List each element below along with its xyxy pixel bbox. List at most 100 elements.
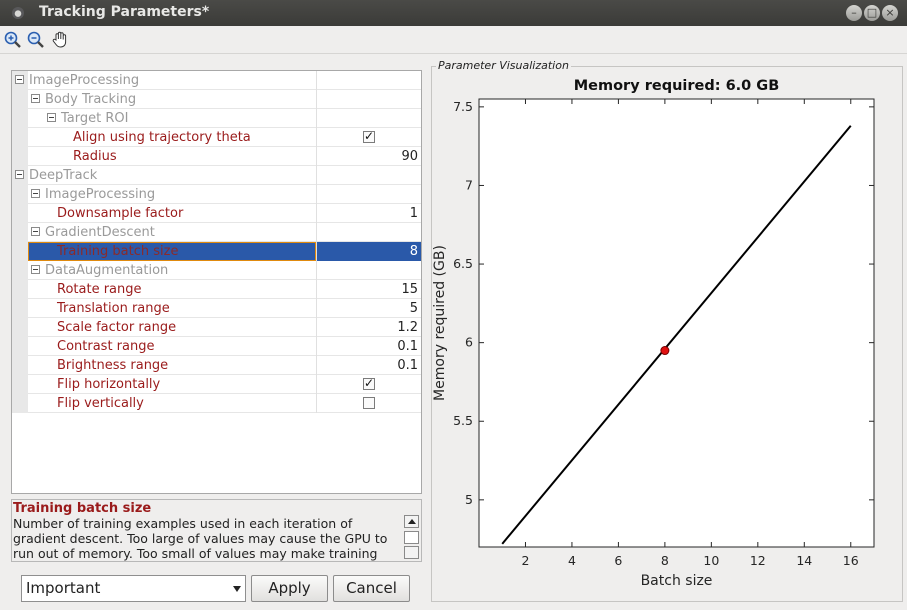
grid-property-row[interactable]: Radius 90 xyxy=(12,147,421,166)
x-tick-label: 4 xyxy=(568,553,576,568)
grid-property-row[interactable]: Flip vertically xyxy=(12,394,421,413)
grid-property-row[interactable]: Rotate range 15 xyxy=(12,280,421,299)
grid-group-row[interactable]: DeepTrack xyxy=(12,166,421,185)
collapse-icon[interactable] xyxy=(15,75,24,84)
row-gutter xyxy=(12,128,28,147)
column-divider xyxy=(316,337,317,356)
row-gutter xyxy=(12,337,28,356)
row-checkbox[interactable] xyxy=(363,397,375,409)
collapse-icon[interactable] xyxy=(47,113,56,122)
y-tick-label: 5 xyxy=(465,492,473,507)
row-label: Radius xyxy=(73,149,117,164)
row-label: Downsample factor xyxy=(57,206,184,221)
x-axis-label: Batch size xyxy=(641,573,713,589)
column-divider xyxy=(316,147,317,166)
description-title: Training batch size xyxy=(13,501,152,516)
x-tick-label: 12 xyxy=(750,553,766,568)
row-label: DataAugmentation xyxy=(45,263,169,278)
grid-property-row[interactable]: Align using trajectory theta xyxy=(12,128,421,147)
row-label: DeepTrack xyxy=(29,168,98,183)
grid-group-row[interactable]: ImageProcessing xyxy=(12,71,421,90)
panel-legend: Parameter Visualization xyxy=(436,59,571,72)
collapse-icon[interactable] xyxy=(31,227,40,236)
column-divider xyxy=(316,185,317,204)
column-divider xyxy=(316,128,317,147)
level-select[interactable]: Important xyxy=(21,575,246,602)
grid-property-row[interactable]: Translation range 5 xyxy=(12,299,421,318)
grid-property-row[interactable]: Scale factor range 1.2 xyxy=(12,318,421,337)
column-divider xyxy=(316,318,317,337)
selection-value-highlight xyxy=(317,242,421,261)
row-label: ImageProcessing xyxy=(29,73,140,88)
collapse-icon[interactable] xyxy=(31,265,40,274)
row-value[interactable]: 0.1 xyxy=(397,339,418,354)
row-label: Flip horizontally xyxy=(57,377,161,392)
grid-property-row[interactable]: Downsample factor 1 xyxy=(12,204,421,223)
row-label: GradientDescent xyxy=(45,225,155,240)
scroll-up-button[interactable] xyxy=(404,515,419,528)
x-tick-label: 16 xyxy=(843,553,859,568)
x-tick-label: 6 xyxy=(614,553,622,568)
pan-hand-icon[interactable] xyxy=(50,29,72,51)
row-label: Training batch size xyxy=(57,244,179,259)
collapse-icon[interactable] xyxy=(31,189,40,198)
row-value[interactable]: 5 xyxy=(409,301,418,316)
zoom-in-icon[interactable] xyxy=(2,29,24,51)
column-divider xyxy=(316,166,317,185)
chevron-down-icon xyxy=(233,586,241,592)
row-value[interactable]: 15 xyxy=(401,282,418,297)
y-tick-label: 6 xyxy=(465,335,473,350)
collapse-icon[interactable] xyxy=(31,94,40,103)
scroll-down-button[interactable] xyxy=(404,546,419,559)
x-tick-label: 10 xyxy=(703,553,719,568)
column-divider xyxy=(316,109,317,128)
y-axis-label: Memory required (GB) xyxy=(432,245,448,401)
zoom-out-icon[interactable] xyxy=(25,29,47,51)
y-tick-label: 7 xyxy=(465,177,473,192)
apply-button[interactable]: Apply xyxy=(251,575,328,602)
row-value[interactable]: 1.2 xyxy=(397,320,418,335)
column-divider xyxy=(316,90,317,109)
row-value[interactable]: 90 xyxy=(401,149,418,164)
column-divider xyxy=(316,299,317,318)
row-gutter xyxy=(12,147,28,166)
row-label: Scale factor range xyxy=(57,320,177,335)
row-checkbox[interactable] xyxy=(363,129,375,143)
scroll-thumb[interactable] xyxy=(404,531,419,544)
memory-chart: Memory required: 6.0 GB 2 4 6 8 10 12 14 16 5 5.5 6… xyxy=(432,78,875,589)
grid-property-row[interactable]: Flip horizontally xyxy=(12,375,421,394)
row-gutter xyxy=(12,280,28,299)
y-tick-label: 6.5 xyxy=(453,256,473,271)
column-divider xyxy=(316,242,317,261)
grid-group-row[interactable]: ImageProcessing xyxy=(12,185,421,204)
row-value[interactable]: 0.1 xyxy=(397,358,418,373)
collapse-icon[interactable] xyxy=(15,170,24,179)
grid-group-row[interactable]: GradientDescent xyxy=(12,223,421,242)
row-value[interactable]: 1 xyxy=(409,206,418,221)
grid-group-row[interactable]: DataAugmentation xyxy=(12,261,421,280)
title-bar: Tracking Parameters* – □ × xyxy=(0,0,907,26)
current-value-marker xyxy=(660,346,670,356)
grid-group-row[interactable]: Body Tracking xyxy=(12,90,421,109)
row-gutter xyxy=(12,261,28,280)
row-gutter xyxy=(12,185,28,204)
grid-property-row[interactable]: Brightness range 0.1 xyxy=(12,356,421,375)
row-value[interactable]: 8 xyxy=(409,244,418,259)
memory-line xyxy=(501,125,852,545)
grid-property-row[interactable]: Contrast range 0.1 xyxy=(12,337,421,356)
minimize-button[interactable]: – xyxy=(846,5,862,21)
chart-title: Memory required: 6.0 GB xyxy=(574,78,780,94)
description-panel: Training batch size Number of training e… xyxy=(11,499,422,562)
cancel-button[interactable]: Cancel xyxy=(333,575,410,602)
window-menu-icon[interactable] xyxy=(12,7,24,19)
maximize-button[interactable]: □ xyxy=(864,5,880,21)
row-label: Target ROI xyxy=(61,111,129,126)
row-gutter xyxy=(12,299,28,318)
row-checkbox[interactable] xyxy=(363,376,375,390)
grid-group-row[interactable]: Target ROI xyxy=(12,109,421,128)
column-divider xyxy=(316,280,317,299)
description-text: Number of training examples used in each… xyxy=(13,516,388,561)
grid-property-row[interactable]: Training batch size 8 xyxy=(12,242,421,261)
description-scrollbar[interactable] xyxy=(404,515,420,559)
close-button[interactable]: × xyxy=(882,5,898,21)
